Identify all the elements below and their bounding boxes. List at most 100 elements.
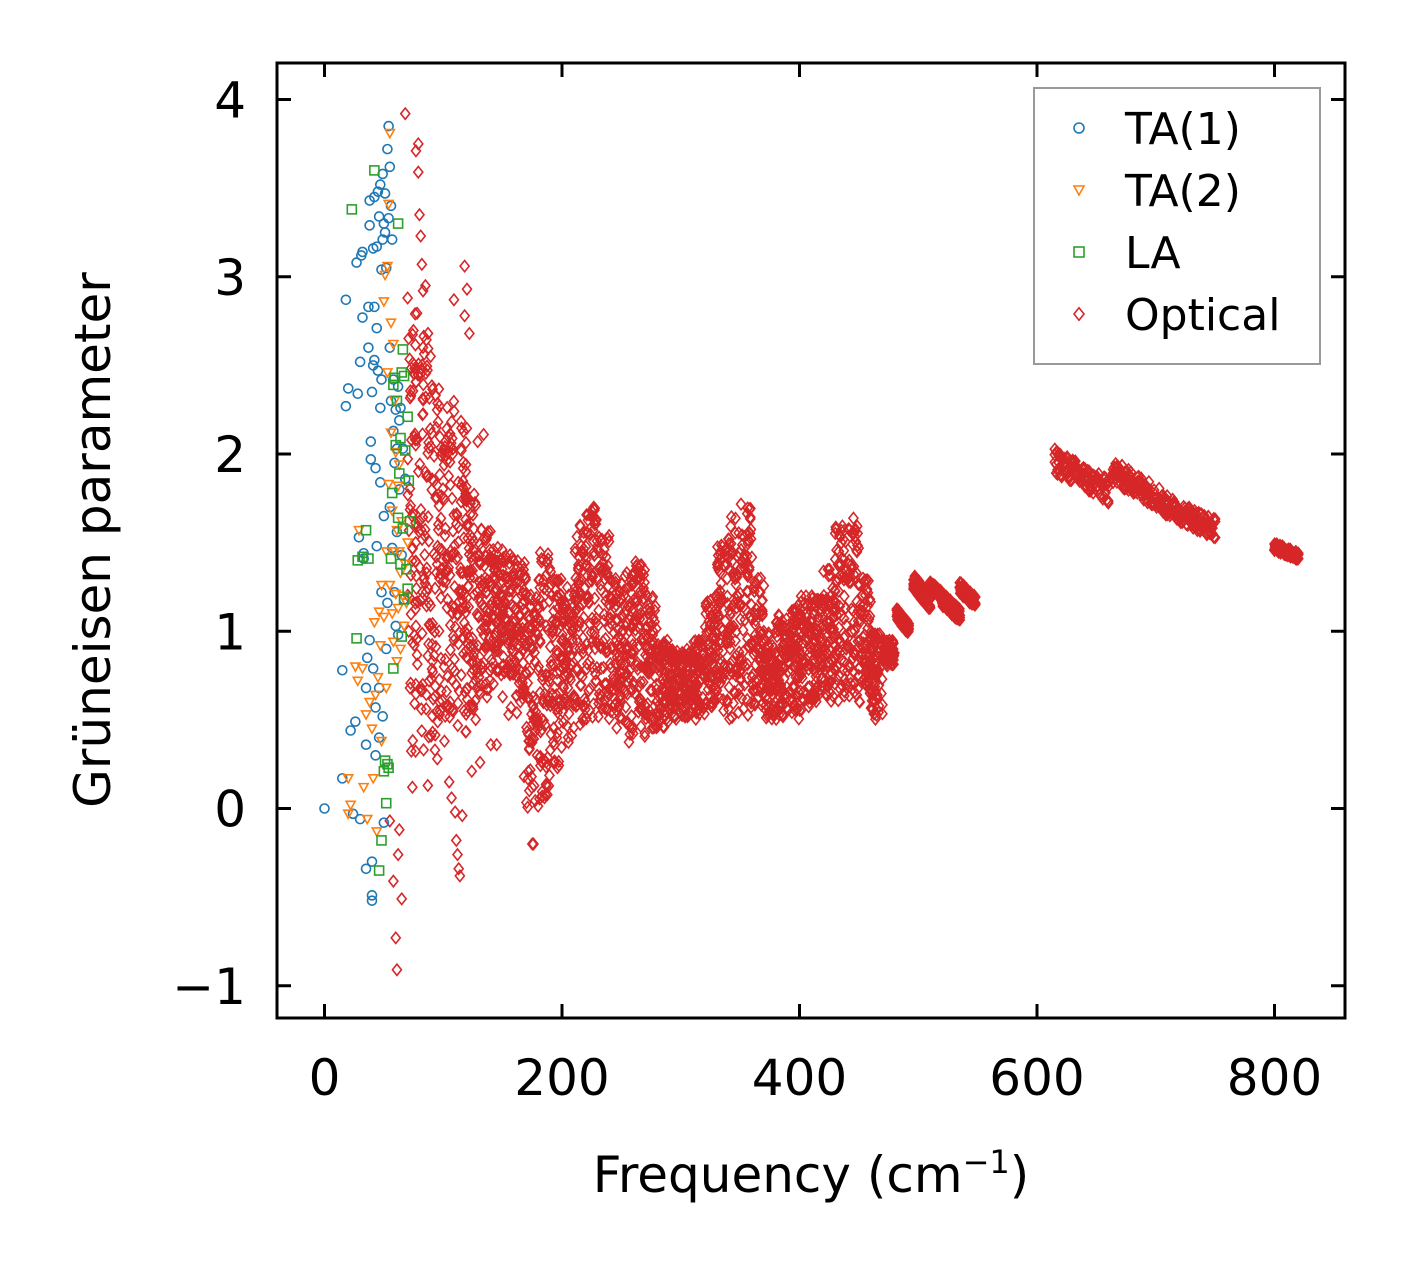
data-point (418, 742, 430, 757)
data-point (379, 755, 391, 766)
data-point (490, 610, 502, 624)
data-point (544, 561, 556, 576)
data-point (444, 618, 456, 633)
data-point (551, 647, 563, 661)
data-point (749, 696, 761, 711)
data-point (714, 552, 726, 567)
data-point (505, 652, 517, 667)
data-point (854, 577, 866, 592)
data-point (553, 716, 565, 731)
data-point (382, 479, 395, 491)
data-point (676, 673, 688, 688)
data-point (606, 641, 618, 656)
data-point (556, 704, 569, 719)
data-point (421, 359, 433, 374)
data-point (523, 690, 535, 705)
data-point (402, 583, 413, 595)
data-point (714, 677, 726, 691)
data-point (609, 586, 621, 601)
data-point (418, 571, 430, 585)
data-point (440, 434, 452, 448)
data-point (346, 204, 358, 215)
data-point (954, 610, 966, 625)
data-point (587, 523, 599, 538)
data-point (632, 705, 644, 719)
data-point (793, 711, 805, 726)
data-point (372, 365, 384, 376)
data-point (859, 606, 871, 621)
data-point (450, 517, 462, 531)
data-point (746, 670, 758, 685)
data-point (593, 687, 605, 702)
data-point (448, 292, 460, 307)
data-point (523, 734, 535, 749)
data-point (581, 636, 593, 651)
data-point (744, 510, 756, 525)
data-point (420, 584, 432, 599)
data-point (583, 595, 595, 610)
data-point (432, 415, 444, 429)
data-point (742, 708, 754, 723)
data-point (821, 620, 834, 635)
data-point (616, 592, 628, 607)
data-point (415, 680, 427, 695)
data-point (439, 528, 451, 543)
data-point (625, 632, 638, 647)
data-point (527, 641, 539, 655)
data-point (373, 607, 385, 618)
data-point (574, 717, 586, 732)
legend-label: TA(2) (1124, 166, 1241, 217)
data-point (791, 702, 803, 717)
data-point (363, 301, 374, 313)
data-point (635, 557, 647, 572)
data-point (442, 669, 454, 684)
data-point (437, 580, 449, 595)
data-point (379, 227, 391, 238)
data-point (438, 659, 450, 674)
data-point (746, 612, 758, 627)
data-point (452, 550, 464, 565)
data-point (511, 705, 523, 720)
data-point (538, 581, 550, 596)
data-point (572, 563, 584, 577)
data-point (342, 383, 354, 394)
data-point (593, 603, 605, 618)
data-point (551, 573, 563, 588)
data-point (465, 496, 477, 511)
data-point (490, 596, 502, 611)
data-point (385, 395, 397, 407)
legend-items: TA(1) TA(2) LA Optical (1072, 104, 1280, 341)
data-point (416, 723, 428, 738)
data-point (714, 656, 726, 671)
data-point (351, 676, 364, 688)
data-point (506, 637, 519, 652)
data-point (853, 541, 865, 556)
data-point (729, 526, 741, 540)
data-point (432, 517, 444, 532)
data-point (429, 689, 441, 704)
data-point (608, 626, 620, 640)
data-point (847, 511, 859, 526)
data-point (750, 602, 762, 616)
data-point (523, 741, 535, 756)
data-point (626, 721, 638, 736)
data-point (383, 580, 396, 592)
data-point (753, 641, 766, 656)
data-point (443, 775, 455, 789)
data-point (526, 735, 538, 750)
data-point (886, 648, 898, 663)
data-point (391, 525, 403, 537)
data-point (652, 689, 664, 704)
data-point (828, 622, 840, 636)
data-point (724, 635, 736, 649)
data-point (361, 814, 374, 826)
data-point (416, 532, 428, 547)
data-point (369, 191, 380, 203)
data-point (533, 573, 545, 587)
data-point (430, 388, 442, 403)
data-point (463, 698, 475, 713)
data-point (605, 590, 617, 605)
data-point (385, 553, 397, 564)
data-point (903, 619, 915, 633)
data-point (380, 262, 392, 274)
